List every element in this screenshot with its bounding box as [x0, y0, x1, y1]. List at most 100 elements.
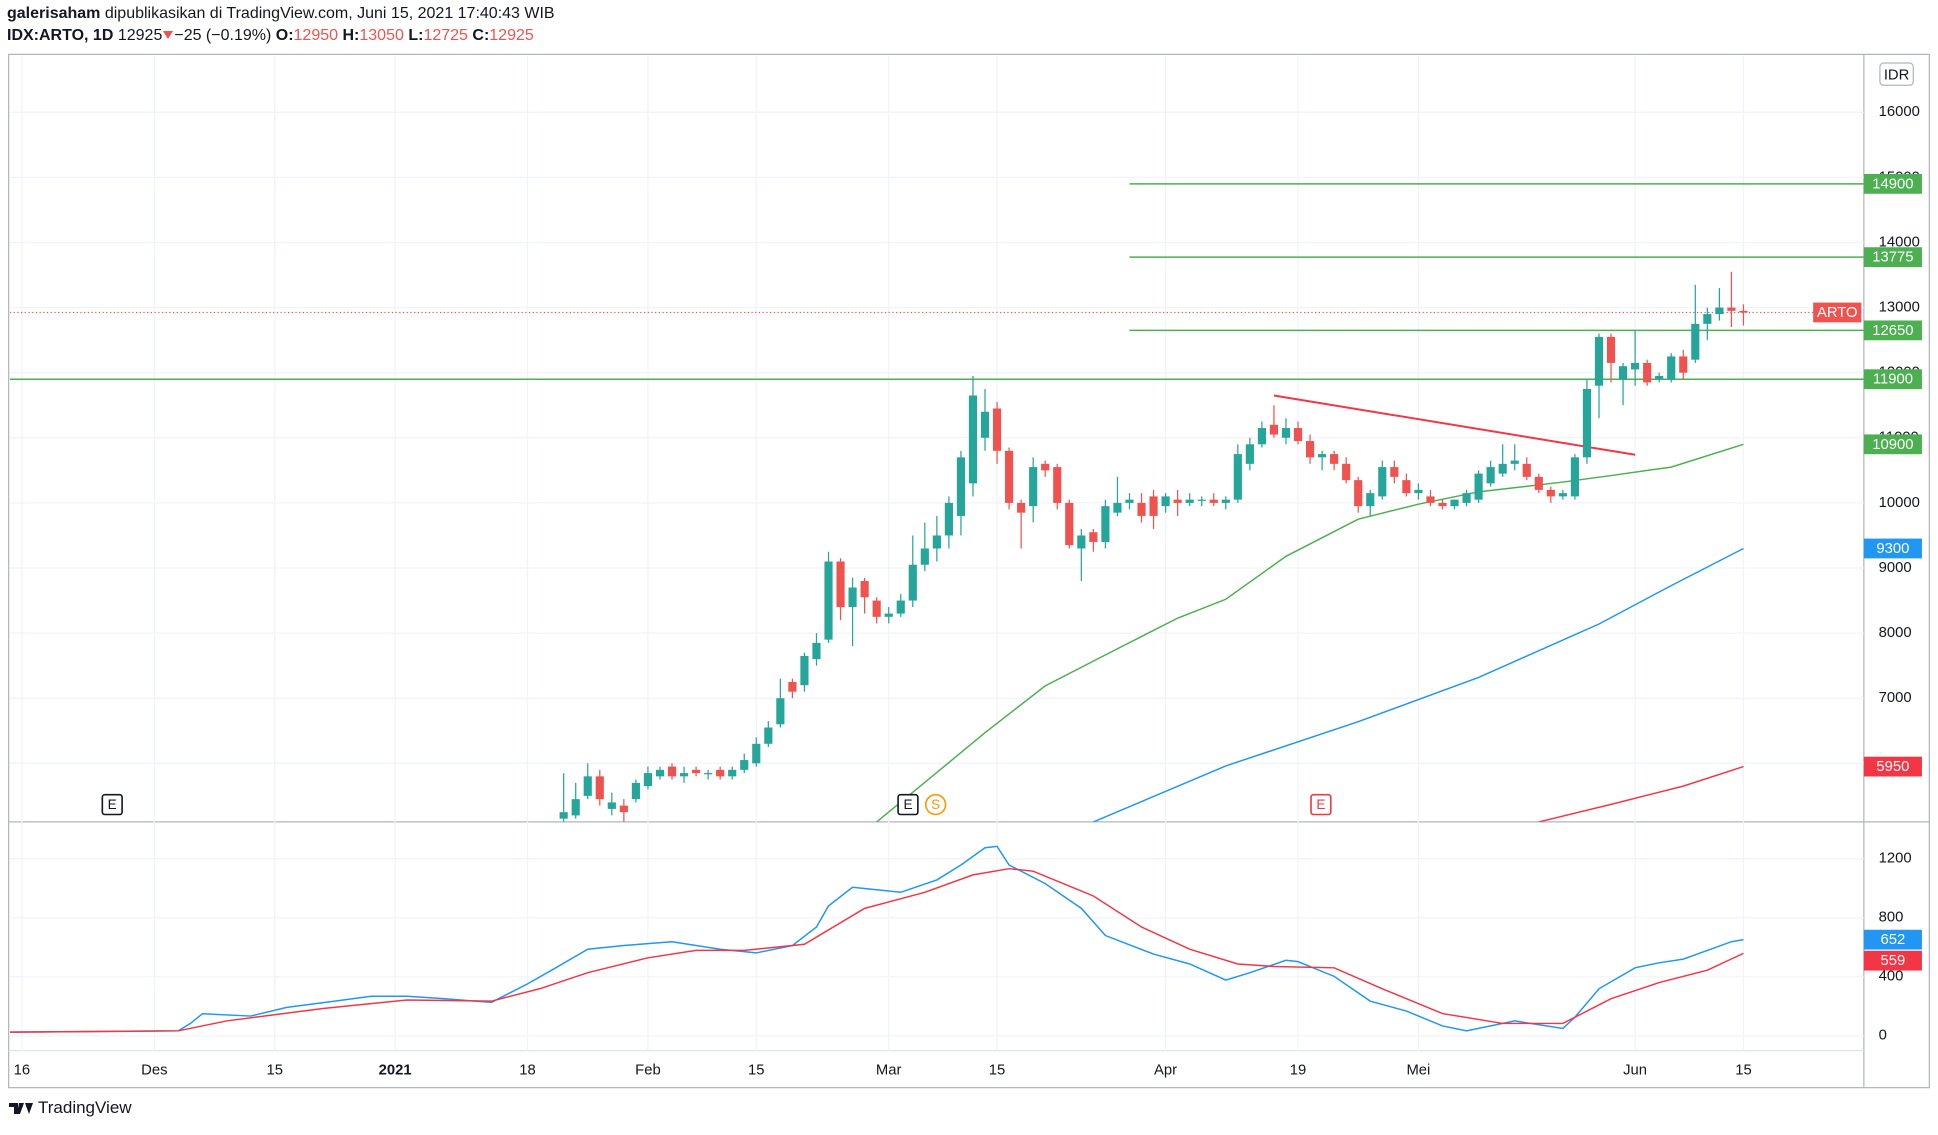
- trendline: [1273, 394, 1636, 456]
- candle-body: [607, 802, 616, 809]
- event-label: E: [903, 797, 912, 812]
- event-label: S: [931, 797, 940, 812]
- candle-body: [1293, 428, 1303, 442]
- c-label: C:: [472, 27, 490, 44]
- candle-body: [1041, 463, 1050, 471]
- x-tick-label: 18: [519, 1062, 536, 1078]
- candle-body: [1522, 463, 1531, 477]
- candle-body: [1582, 388, 1592, 458]
- candle-body: [1245, 444, 1254, 464]
- symbol: IDX:ARTO, 1D: [7, 27, 114, 44]
- indicator-label: 652: [1881, 932, 1906, 948]
- candle-body: [824, 561, 833, 640]
- x-tick-label: 15: [266, 1062, 283, 1078]
- candle-body: [1197, 499, 1206, 501]
- candle-body: [1113, 502, 1122, 513]
- candle-body: [1185, 499, 1194, 503]
- candle-body: [1390, 467, 1399, 477]
- event-marker: [924, 793, 947, 816]
- candle-body: [631, 782, 640, 800]
- candle-body: [1318, 454, 1327, 458]
- candle-body: [1643, 362, 1652, 383]
- candle-body: [872, 600, 881, 617]
- candle-body: [1269, 424, 1279, 435]
- level-label-box: [1863, 320, 1922, 341]
- header: galerisaham dipublikasikan di TradingVie…: [7, 3, 555, 47]
- candle-body: [679, 773, 689, 777]
- symbol-label: ARTO: [1817, 305, 1858, 321]
- x-tick-label: Apr: [1154, 1062, 1177, 1078]
- candle-body: [752, 743, 761, 764]
- y-tick-label: 9000: [1879, 560, 1912, 576]
- candle-body: [1065, 502, 1074, 546]
- candle-body: [896, 600, 905, 614]
- candle-body: [1221, 499, 1230, 503]
- candle-body: [1510, 460, 1519, 464]
- candle-body: [1089, 532, 1098, 542]
- candle-body: [1438, 502, 1447, 507]
- y-tick-label: 400: [1879, 969, 1904, 985]
- last-price: 12925: [117, 27, 163, 44]
- indicator-label-box: [1863, 929, 1922, 950]
- candle-body: [776, 698, 785, 725]
- candle-body: [1257, 428, 1266, 445]
- y-tick-label: 8000: [1879, 625, 1912, 641]
- x-tick-label: 15: [748, 1062, 765, 1078]
- candle-body: [1330, 454, 1339, 464]
- header-line: galerisaham dipublikasikan di TradingVie…: [7, 3, 555, 25]
- ma-label-box: [1863, 538, 1922, 559]
- event-marker: [897, 793, 919, 816]
- indicator-line: [9, 845, 1744, 1033]
- candle-body: [1173, 499, 1182, 503]
- down-arrow: [163, 31, 174, 39]
- indicator-label-box: [1863, 950, 1922, 971]
- high: 13050: [359, 27, 404, 44]
- low: 12725: [423, 27, 468, 44]
- candle-body: [1558, 493, 1567, 497]
- candle-body: [1703, 314, 1712, 324]
- candle-body: [655, 769, 665, 777]
- y-tick-label: 16000: [1879, 104, 1920, 120]
- candle-body: [559, 812, 568, 819]
- candle-body: [812, 642, 821, 660]
- open: 12950: [293, 27, 339, 44]
- candle-body: [860, 581, 869, 598]
- candle-body: [1125, 499, 1134, 503]
- candle-body: [908, 564, 917, 601]
- candle-body: [704, 773, 713, 775]
- candle-body: [920, 548, 929, 565]
- logo: [9, 1103, 33, 1114]
- candle-body: [1101, 506, 1110, 542]
- l-label: L:: [408, 27, 424, 44]
- candle-body: [956, 457, 966, 516]
- ma-label: 9300: [1876, 541, 1909, 557]
- candle-body: [1474, 473, 1483, 500]
- candle-body: [1005, 450, 1014, 503]
- candle-body: [583, 776, 592, 796]
- candle-body: [740, 760, 749, 770]
- moving-average: [1093, 547, 1744, 822]
- candle-body: [1715, 307, 1724, 315]
- y-tick-label: 14000: [1879, 234, 1920, 250]
- indicator-label: 559: [1881, 953, 1906, 969]
- candle-body: [1739, 310, 1748, 313]
- candle-body: [1414, 489, 1423, 494]
- candle-body: [1655, 375, 1664, 380]
- candle-body: [800, 655, 809, 686]
- candle-body: [1281, 428, 1291, 438]
- candle-body: [836, 561, 845, 608]
- symbol-label-box: [1813, 302, 1862, 323]
- candle-body: [1486, 467, 1495, 484]
- level-label-box: [1863, 173, 1922, 194]
- frame: [8, 53, 1930, 1089]
- candle-body: [1631, 362, 1640, 370]
- candle-body: [1498, 463, 1507, 474]
- currency-box: [1879, 62, 1914, 86]
- level-label: 14900: [1872, 176, 1913, 192]
- candle-body: [968, 395, 978, 484]
- moving-average: [876, 443, 1744, 822]
- x-tick-label: Des: [141, 1062, 167, 1078]
- x-tick-label: 15: [1735, 1062, 1752, 1078]
- candle-body: [1679, 356, 1688, 373]
- level-label: 12650: [1872, 323, 1913, 339]
